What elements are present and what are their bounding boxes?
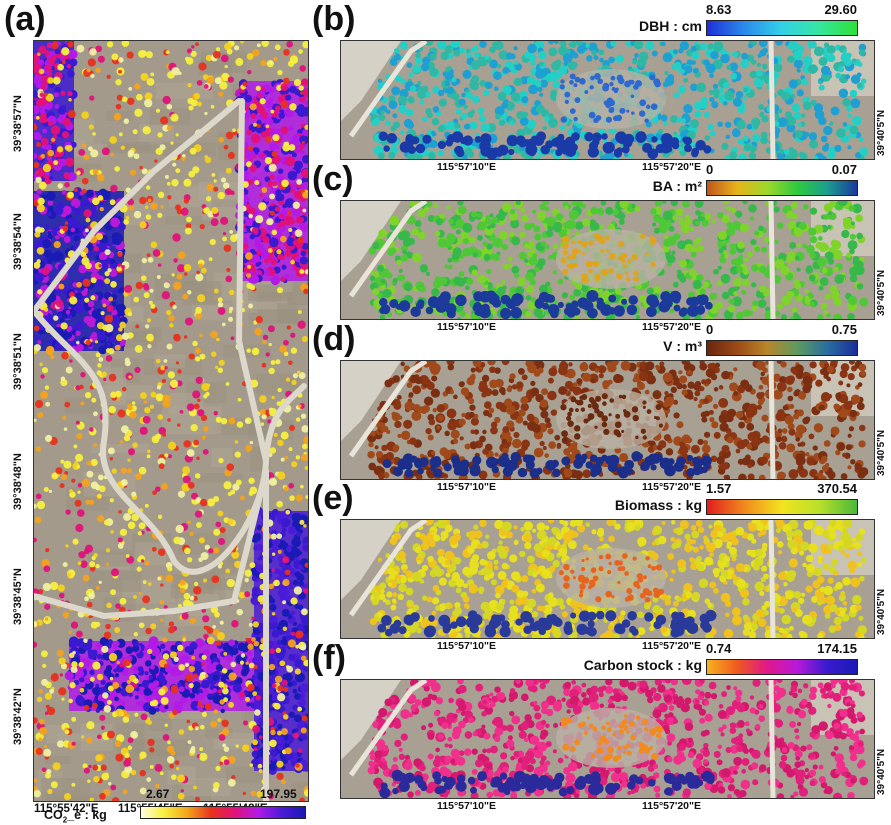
panel-a-tree-canopy-map bbox=[34, 41, 308, 801]
panel-c-lat-tick: 39°40'5"N bbox=[876, 270, 887, 316]
panel-b-lat-tick: 39°40'5"N bbox=[876, 110, 887, 156]
panel-c-lon-tick-2: 115°57'20"E bbox=[642, 321, 701, 333]
panel-d-map bbox=[340, 360, 875, 480]
panel-e-colorbar-title: Biomass : kg bbox=[615, 497, 702, 513]
panel-a-lat-tick-3: 39°38'51"N bbox=[12, 333, 24, 390]
panel-b-colorbar-max: 29.60 bbox=[824, 2, 857, 17]
panel-d-colorbar-title: V : m³ bbox=[663, 338, 702, 354]
panel-d-label: (d) bbox=[312, 322, 355, 356]
panel-c-colorbar-min: 0 bbox=[706, 162, 713, 177]
panel-d-lon-tick-1: 115°57'10"E bbox=[437, 481, 496, 493]
panel-c-lon-tick-1: 115°57'10"E bbox=[437, 321, 496, 333]
panel-d-colorbar-min: 0 bbox=[706, 322, 713, 337]
panel-c-colorbar bbox=[706, 180, 858, 196]
panel-a-map bbox=[33, 40, 309, 802]
panel-a-lat-tick-2: 39°38'54"N bbox=[12, 213, 24, 270]
panel-c-map bbox=[340, 200, 875, 320]
panel-f-lon-tick-1: 115°57'10"E bbox=[437, 800, 496, 812]
panel-d-lon-tick-2: 115°57'20"E bbox=[642, 481, 701, 493]
panel-f-tree-canopy-map bbox=[341, 680, 874, 798]
panel-f-lon-tick-2: 115°57'20"E bbox=[642, 800, 701, 812]
panel-f-map bbox=[340, 679, 875, 799]
panel-f-label: (f) bbox=[312, 641, 346, 675]
panel-e-colorbar-min: 1.57 bbox=[706, 481, 731, 496]
panel-d-tree-canopy-map bbox=[341, 361, 874, 479]
panel-b-tree-canopy-map bbox=[341, 41, 874, 159]
panel-a-lat-tick-5: 39°38'45"N bbox=[12, 568, 24, 625]
panel-f-colorbar bbox=[706, 659, 858, 675]
panel-a-lat-tick-4: 39°38'48"N bbox=[12, 453, 24, 510]
panel-d-colorbar-max: 0.75 bbox=[832, 322, 857, 337]
panel-b-label: (b) bbox=[312, 2, 355, 36]
panel-a-lat-tick-1: 39°38'57"N bbox=[12, 95, 24, 152]
panel-f-colorbar-title: Carbon stock : kg bbox=[584, 657, 702, 673]
panel-e-lat-tick: 39°40'5"N bbox=[876, 589, 887, 635]
panel-b-lon-tick-2: 115°57'20"E bbox=[642, 161, 701, 173]
panel-e-tree-canopy-map bbox=[341, 520, 874, 638]
panel-b-map bbox=[340, 40, 875, 160]
panel-a-colorbar-max: 197.95 bbox=[260, 787, 297, 801]
panel-e-colorbar-max: 370.54 bbox=[817, 481, 857, 496]
panel-f-colorbar-max: 174.15 bbox=[817, 641, 857, 656]
panel-b-colorbar-min: 8.63 bbox=[706, 2, 731, 17]
panel-e-lon-tick-1: 115°57'10"E bbox=[437, 640, 496, 652]
panel-b-colorbar bbox=[706, 20, 858, 36]
panel-a-colorbar-min: 2.67 bbox=[146, 787, 169, 801]
panel-a-label: (a) bbox=[4, 2, 46, 36]
panel-a-colorbar-title: CO2_e : kg bbox=[44, 808, 107, 825]
panel-d-lat-tick: 39°40'5"N bbox=[876, 430, 887, 476]
panel-f-lat-tick: 39°40'5"N bbox=[876, 749, 887, 795]
panel-c-colorbar-max: 0.07 bbox=[832, 162, 857, 177]
panel-e-map bbox=[340, 519, 875, 639]
panel-e-colorbar bbox=[706, 499, 858, 515]
panel-c-colorbar-title: BA : m² bbox=[653, 178, 702, 194]
panel-a-lat-tick-6: 39°38'42"N bbox=[12, 688, 24, 745]
panel-a-colorbar bbox=[140, 806, 306, 819]
panel-d-colorbar bbox=[706, 340, 858, 356]
panel-b-colorbar-title: DBH : cm bbox=[639, 18, 702, 34]
panel-e-lon-tick-2: 115°57'20"E bbox=[642, 640, 701, 652]
panel-b-lon-tick-1: 115°57'10"E bbox=[437, 161, 496, 173]
panel-f-colorbar-min: 0.74 bbox=[706, 641, 731, 656]
panel-c-label: (c) bbox=[312, 162, 354, 196]
panel-e-label: (e) bbox=[312, 481, 354, 515]
panel-c-tree-canopy-map bbox=[341, 201, 874, 319]
